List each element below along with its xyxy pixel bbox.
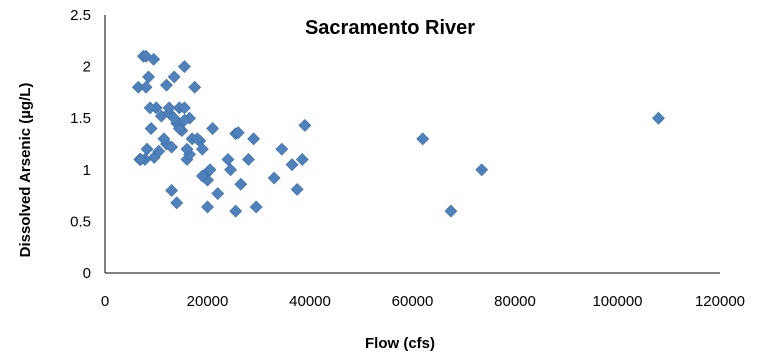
data-point [152, 144, 166, 158]
data-point [143, 101, 157, 115]
x-axis-label: Flow (cfs) [365, 335, 435, 352]
data-point [298, 118, 312, 132]
data-point [267, 171, 281, 185]
y-axis-label: Dissolved Arsenic (µg/L) [17, 83, 34, 258]
data-point [140, 142, 154, 156]
data-point [221, 153, 235, 166]
data-point [416, 132, 430, 146]
data-point [247, 132, 261, 146]
x-tick-label: 80000 [494, 293, 536, 310]
x-tick-label: 20000 [187, 293, 229, 310]
data-point [172, 122, 186, 135]
x-tick-label: 60000 [392, 293, 434, 310]
chart-title: Sacramento River [305, 17, 475, 39]
y-tick-label: 1.5 [70, 110, 91, 127]
data-point [211, 187, 225, 200]
data-point [165, 184, 179, 197]
data-point [190, 132, 204, 146]
data-point [275, 142, 289, 156]
data-points [131, 49, 665, 218]
y-tick-label: 0.5 [70, 213, 91, 230]
data-point [142, 70, 155, 84]
data-point [180, 142, 194, 156]
x-tick-label: 120000 [695, 293, 745, 310]
data-point [231, 126, 245, 140]
data-point [157, 132, 171, 146]
y-tick-label: 0 [83, 265, 91, 282]
data-point [234, 177, 248, 191]
data-point [295, 153, 309, 166]
x-tick-label: 100000 [592, 293, 642, 310]
data-point [167, 70, 181, 84]
x-tick-label: 40000 [289, 293, 331, 310]
data-point [224, 163, 237, 177]
data-point [249, 200, 263, 214]
y-tick-label: 1 [83, 162, 91, 179]
data-point [242, 153, 255, 166]
data-point [167, 111, 181, 125]
data-point [162, 101, 176, 115]
data-point [147, 52, 161, 66]
data-point [160, 78, 173, 92]
data-point [229, 204, 243, 218]
data-point [144, 122, 158, 135]
data-point [165, 140, 179, 154]
data-point [285, 158, 299, 172]
data-point [195, 169, 209, 183]
data-point [188, 80, 202, 94]
data-point [475, 163, 489, 177]
data-point [170, 196, 184, 210]
data-point [178, 60, 191, 74]
x-tick-label: 0 [101, 293, 109, 310]
data-point [203, 163, 217, 177]
data-point [139, 80, 153, 94]
data-point [652, 111, 665, 125]
tick-labels: 0 20000 40000 60000 80000 100000 120000 0 0.5 1 1.… [70, 7, 745, 310]
data-point [444, 204, 458, 218]
y-tick-label: 2.5 [70, 7, 91, 24]
data-point [201, 200, 214, 214]
data-point [134, 153, 148, 166]
data-point [178, 113, 191, 127]
data-point [195, 142, 209, 156]
data-point [206, 122, 220, 135]
data-point [290, 182, 304, 196]
y-tick-label: 2 [83, 59, 91, 76]
